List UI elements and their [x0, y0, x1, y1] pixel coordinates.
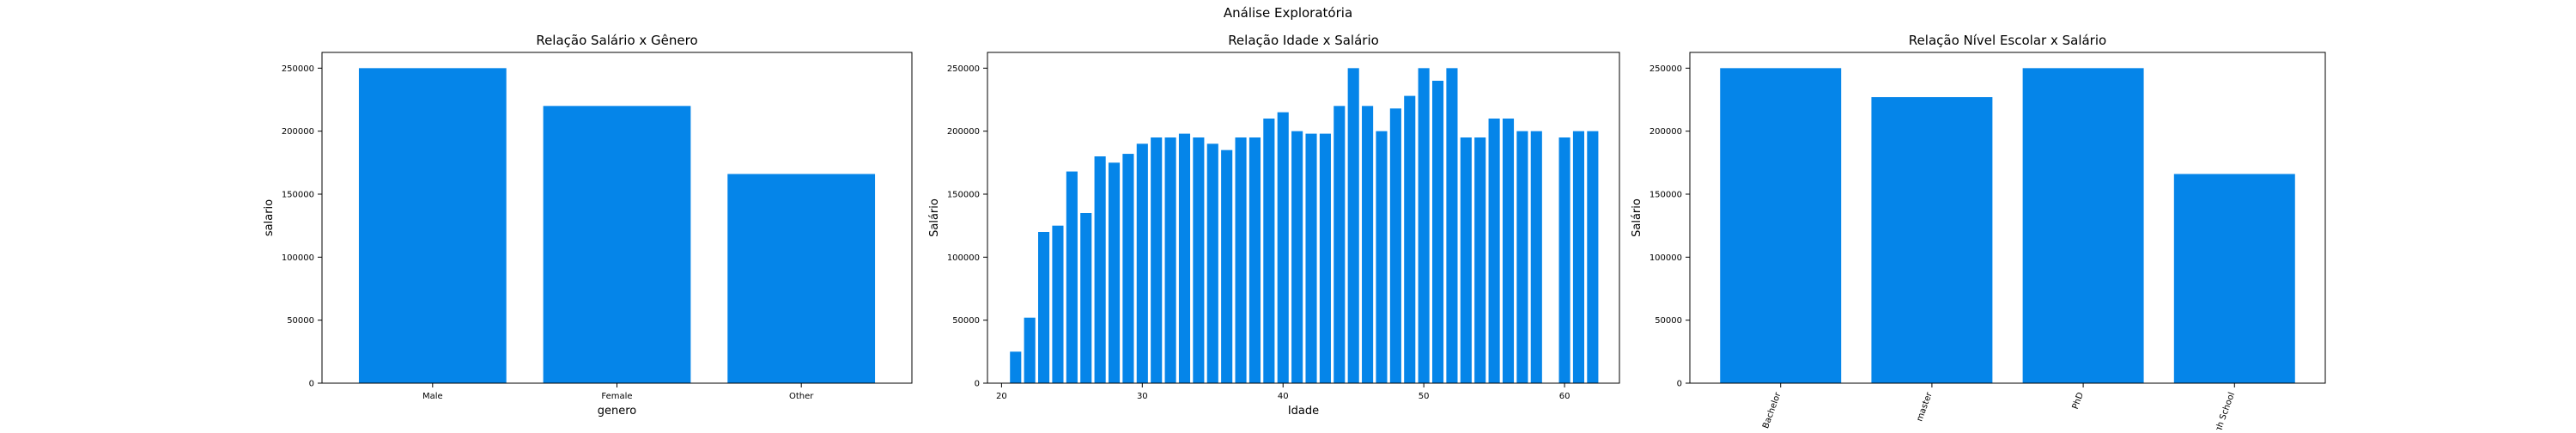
bar [1319, 133, 1331, 383]
bar [1164, 137, 1176, 383]
y-tick-label: 50000 [952, 316, 980, 326]
bar [2173, 174, 2295, 383]
bar [1474, 137, 1486, 383]
bar [1502, 119, 1515, 383]
bar [1052, 225, 1064, 383]
y-axis-label: Salário [928, 198, 941, 237]
x-tick-label: Female [601, 392, 632, 401]
bar [1404, 95, 1416, 383]
figure-suptitle: Análise Exploratória [1223, 5, 1353, 21]
bar [1362, 106, 1374, 383]
bar [1122, 154, 1134, 383]
bar [1221, 149, 1233, 384]
bar [1446, 68, 1458, 383]
x-tick-label: master [1915, 390, 1935, 423]
bar [1206, 143, 1218, 383]
bar [1263, 119, 1275, 383]
bar [1347, 68, 1359, 383]
y-axis-label: Salário [1631, 198, 1643, 237]
bar [727, 174, 876, 383]
axes-frame [1689, 52, 2326, 384]
y-tick-label: 250000 [1649, 64, 1682, 74]
x-tick-label: 40 [1278, 392, 1289, 401]
bar [1178, 133, 1191, 383]
x-tick-label: 50 [1419, 392, 1430, 401]
bar [1431, 81, 1444, 383]
x-tick-label: 30 [1137, 392, 1148, 401]
y-tick-label: 250000 [282, 64, 314, 74]
bar [1460, 137, 1472, 383]
bar [358, 68, 507, 383]
bar [1291, 131, 1303, 384]
x-tick-label: Bachelor [1761, 390, 1783, 430]
bar [1151, 137, 1163, 383]
bar [1010, 351, 1022, 383]
bar [1024, 317, 1036, 383]
y-tick-label: 100000 [1649, 253, 1682, 263]
y-tick-label: 150000 [1649, 191, 1682, 200]
y-tick-label: 150000 [282, 191, 314, 200]
bar [1305, 133, 1317, 383]
bar [1066, 171, 1078, 383]
bar [1376, 131, 1388, 384]
bar [1193, 137, 1205, 383]
bar [1038, 232, 1050, 383]
y-tick-label: 200000 [282, 127, 314, 137]
y-tick-label: 150000 [947, 191, 980, 200]
bar [1094, 156, 1106, 383]
x-tick-label: PhD [2071, 391, 2086, 411]
bar [1277, 112, 1289, 384]
bar [1389, 108, 1401, 384]
x-tick-label: 20 [996, 392, 1007, 401]
bar [1136, 143, 1148, 383]
x-tick-label: Male [422, 392, 443, 401]
chart-title: Relação Idade x Salário [1228, 33, 1379, 48]
y-axis-label: salario [263, 199, 276, 236]
y-tick-label: 200000 [1649, 127, 1682, 137]
bar [1249, 137, 1261, 383]
bar [1871, 97, 1993, 383]
chart-title: Relação Nível Escolar x Salário [1909, 33, 2106, 48]
y-tick-label: 0 [309, 380, 314, 389]
y-tick-label: 100000 [947, 253, 980, 263]
x-tick-label: High School [2210, 391, 2237, 430]
y-tick-label: 50000 [1655, 316, 1682, 326]
bar [1720, 68, 1842, 383]
bar [1530, 131, 1542, 384]
bar [1558, 137, 1571, 383]
chart-title: Relação Salário x Gênero [536, 33, 697, 48]
x-axis-label: Idade [1288, 405, 1319, 418]
bar [1516, 131, 1528, 384]
axes-frame [987, 52, 1620, 384]
x-axis-label: genero [598, 405, 637, 418]
x-tick-label: Other [789, 392, 814, 401]
bar [1418, 68, 1430, 383]
bar [1334, 106, 1346, 383]
bar [1080, 213, 1092, 383]
y-tick-label: 0 [1677, 380, 1682, 389]
bar [2022, 68, 2144, 383]
x-tick-label: 60 [1559, 392, 1571, 401]
y-tick-label: 0 [975, 380, 980, 389]
bar [1235, 137, 1247, 383]
bar [1488, 119, 1500, 383]
bar [1587, 131, 1599, 384]
bar [1108, 162, 1121, 383]
bar [1572, 131, 1585, 384]
bar [543, 106, 691, 383]
y-tick-label: 100000 [282, 253, 314, 263]
y-tick-label: 200000 [947, 127, 980, 137]
y-tick-label: 250000 [947, 64, 980, 74]
y-tick-label: 50000 [287, 316, 314, 326]
